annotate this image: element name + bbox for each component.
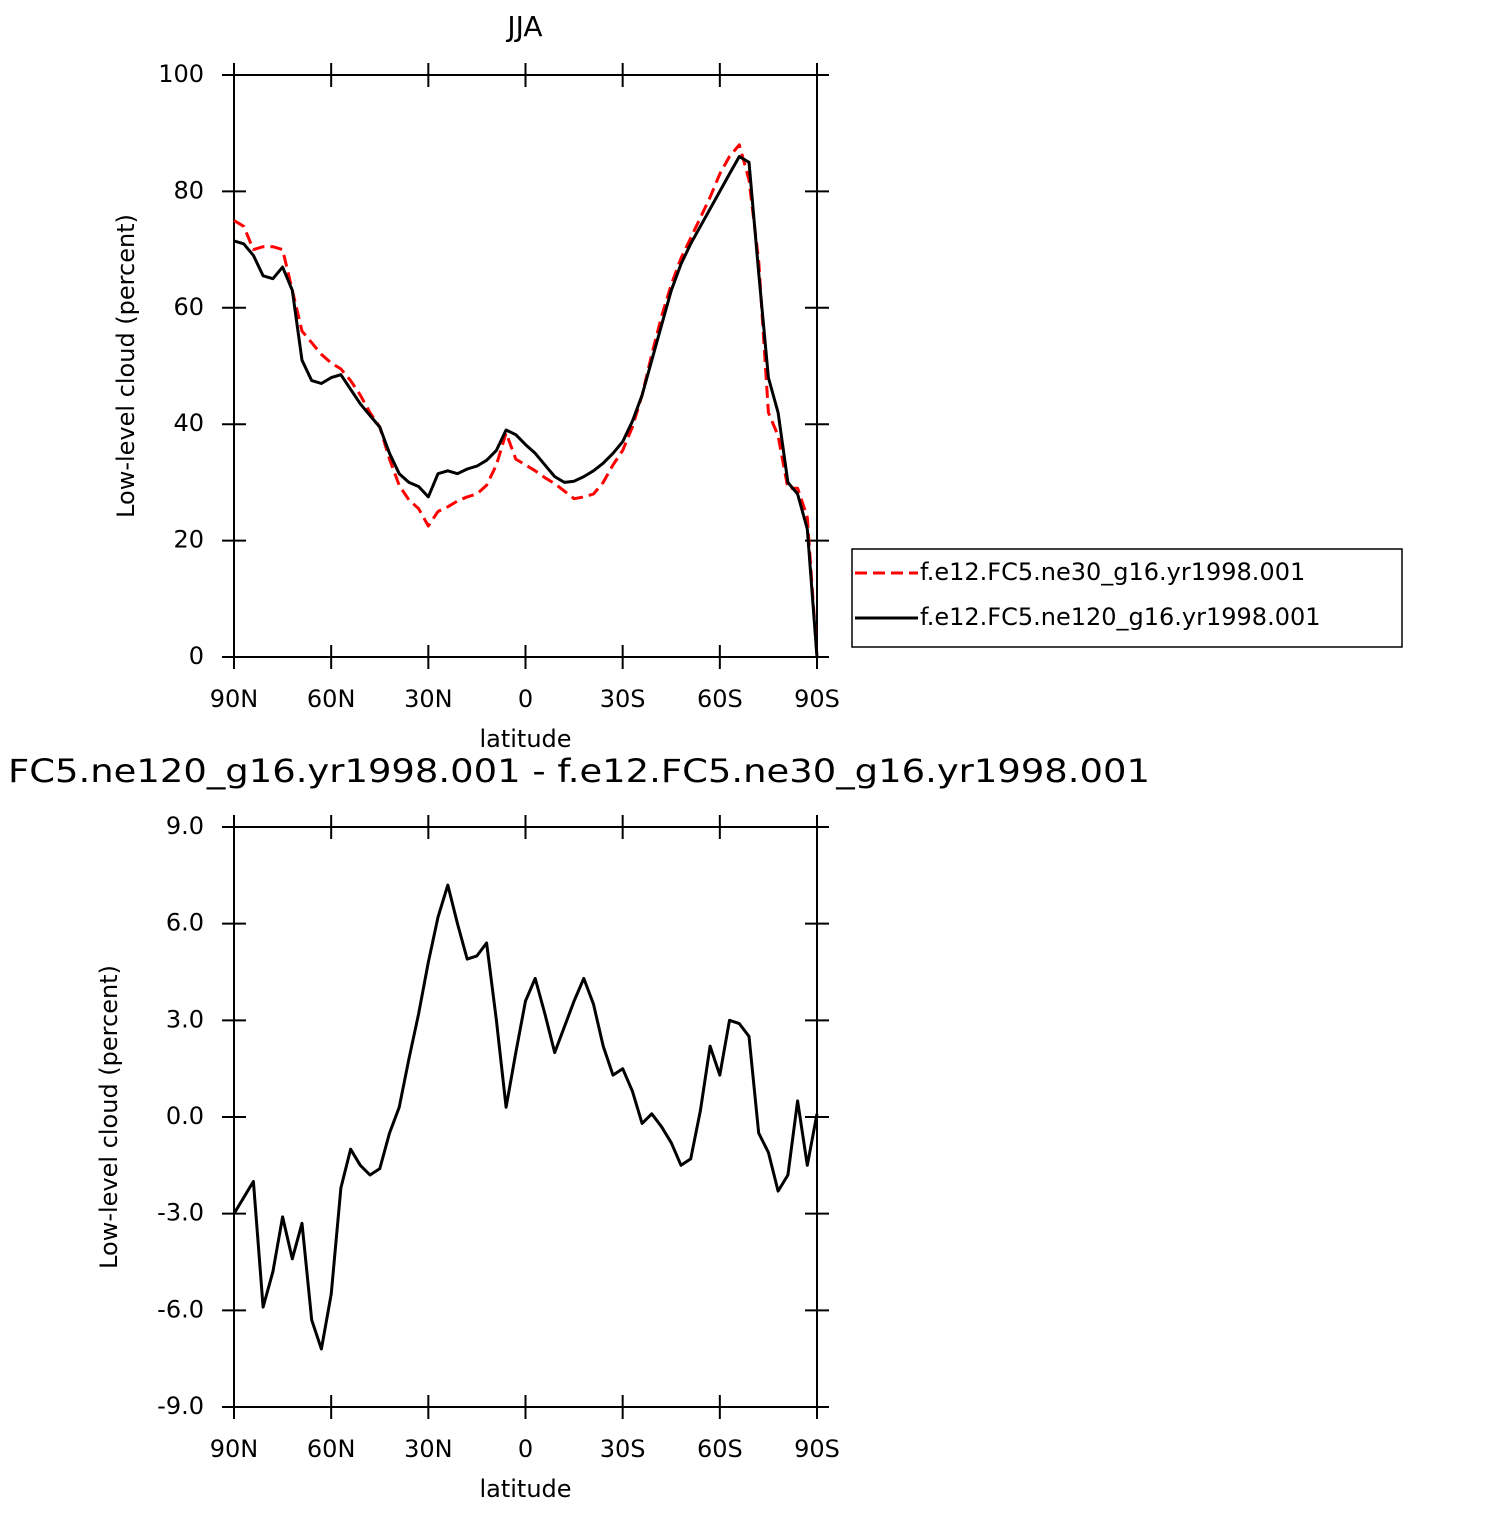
data-line <box>232 883 819 1351</box>
x-tick-label: 30N <box>404 1435 453 1463</box>
y-tick-label: 0.0 <box>166 1102 204 1130</box>
chart-title: FC5.ne120_g16.yr1998.001 - f.e12.FC5.ne3… <box>8 752 1150 790</box>
y-tick-label: 3.0 <box>166 1005 204 1033</box>
y-tick-label: 60 <box>173 293 204 321</box>
legend-box <box>851 548 1403 648</box>
y-tick-label: 40 <box>173 409 204 437</box>
x-tick-label: 60S <box>697 1435 743 1463</box>
x-axis-label: latitude <box>479 1475 571 1503</box>
y-tick-label: 20 <box>173 526 204 554</box>
legend-label: f.e12.FC5.ne120_g16.yr1998.001 <box>920 603 1321 631</box>
x-tick-label: 0 <box>518 1435 533 1463</box>
x-tick-label: 90N <box>210 685 259 713</box>
x-tick-label: 90S <box>794 685 840 713</box>
legend-label: f.e12.FC5.ne30_g16.yr1998.001 <box>920 558 1305 586</box>
y-tick-label: 6.0 <box>166 909 204 937</box>
x-tick-label: 60S <box>697 685 743 713</box>
chart-title: JJA <box>505 10 542 43</box>
x-axis-label: latitude <box>479 725 571 753</box>
y-tick-label: 100 <box>158 60 204 88</box>
data-line <box>233 143 819 658</box>
y-tick-label: 80 <box>173 176 204 204</box>
data-line <box>233 155 819 658</box>
y-tick-label: -3.0 <box>157 1199 204 1227</box>
y-tick-label: -6.0 <box>157 1295 204 1323</box>
y-tick-label: -9.0 <box>157 1392 204 1420</box>
y-tick-label: 0 <box>189 642 204 670</box>
y-tick-label: 9.0 <box>166 812 204 840</box>
x-tick-label: 30N <box>404 685 453 713</box>
x-tick-label: 60N <box>307 685 356 713</box>
x-tick-label: 90N <box>210 1435 259 1463</box>
y-axis-label: Low-level cloud (percent) <box>95 965 123 1269</box>
x-tick-label: 30S <box>600 685 646 713</box>
x-tick-label: 90S <box>794 1435 840 1463</box>
y-axis-label: Low-level cloud (percent) <box>112 214 140 518</box>
plot-frame <box>233 74 818 658</box>
x-tick-label: 60N <box>307 1435 356 1463</box>
plot-frame <box>233 826 818 1408</box>
x-tick-label: 0 <box>518 685 533 713</box>
x-tick-label: 30S <box>600 1435 646 1463</box>
